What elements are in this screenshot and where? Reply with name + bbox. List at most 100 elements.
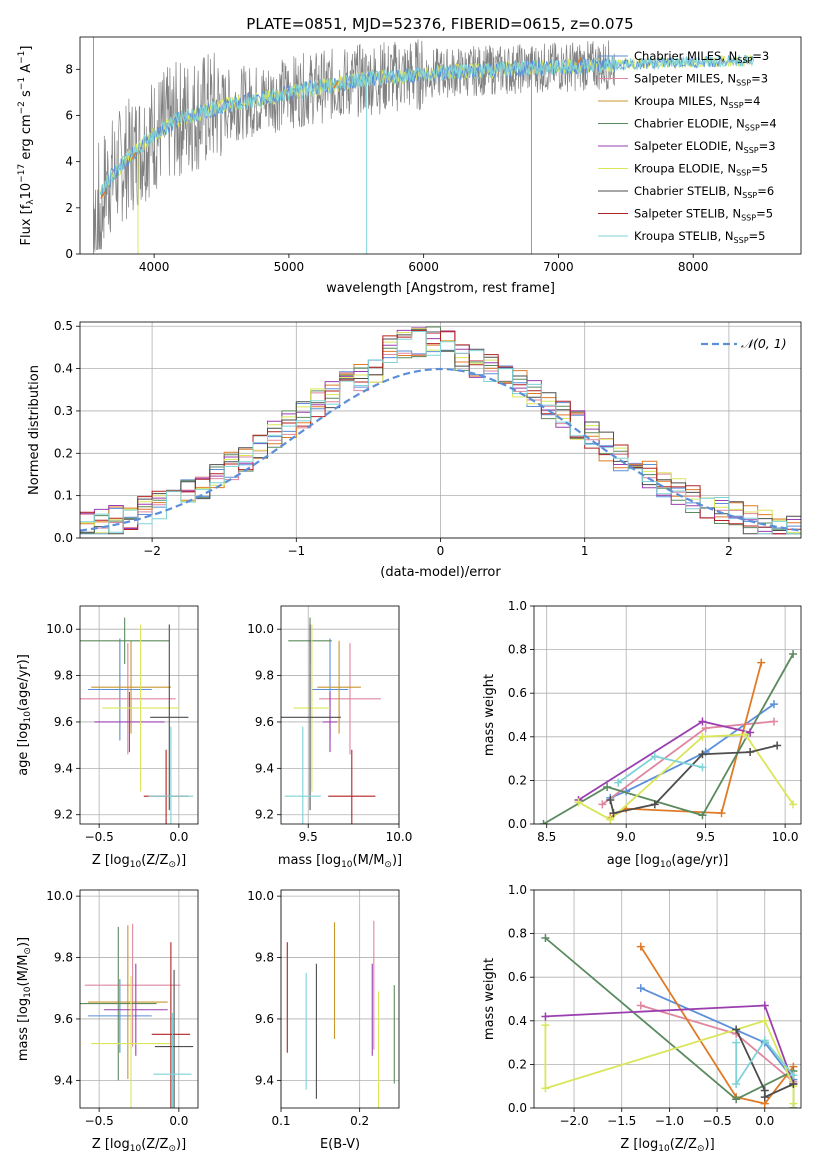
subscript: ⊙ [168,1144,176,1154]
legend-entry: Salpeter ELODIE, NSSP=3 [634,139,776,155]
weight-marker [636,1001,645,1010]
subscript: ⊙ [697,1144,705,1154]
tick-label-x: −2.0 [559,1114,588,1128]
y-axis-label: mass weight [482,674,497,756]
tick-label-y: 0.6 [508,686,527,700]
tick-label-y: 0.0 [508,1101,527,1115]
tick-label-y: 9.2 [255,808,274,822]
model-spectrum-line [99,54,755,196]
subscript: SSP [745,124,760,133]
legend-entry: Kroupa STELIB, NSSP=5 [634,229,765,245]
label-rest: )] [705,1137,715,1152]
tick-label-y: 0.5 [54,319,73,333]
tick-label-y: 9.2 [54,808,73,822]
tick-label-x: 2 [725,544,733,558]
legend-count: =5 [751,162,768,176]
legend-entry: Chabrier MILES, NSSP=3 [634,49,769,65]
spectrum-panel: 4000 5000 6000 7000 8000 0 2 4 6 8 wavelength [Ang… [17,36,802,296]
tick-label-y: 8 [65,62,73,76]
tick-label-y: 0.8 [508,643,527,657]
tick-label-x: −1 [287,544,305,558]
weight-marker [757,658,766,667]
axes-frame [280,605,400,825]
axes-frame [79,321,802,539]
weight-marker [773,741,782,750]
tick-label-y: 1.0 [508,599,527,613]
y-axis-label: Normed distribution [27,365,42,495]
tick-label-x: 0.2 [350,1114,369,1128]
weight-marker [717,809,726,818]
model-segment [333,80,339,89]
tick-label-y: 0.6 [508,970,527,984]
plot-area [286,920,395,1108]
tick-label-y: 0.2 [508,773,527,787]
tick-label-y: 0 [65,247,73,261]
superscript: −1 [17,77,27,90]
weight-marker [732,1025,741,1034]
weight-marker [614,778,623,787]
tick-label-y: 10.0 [46,622,73,636]
tick-label-y: 10.0 [247,889,274,903]
tick-label-x: 0 [437,544,445,558]
weight-marker [760,1016,769,1025]
tick-label-y: 6 [65,108,73,122]
tick-label-x: −1.5 [607,1114,636,1128]
weight-marker [789,649,798,658]
y-axis-label: mass [log10(M/M⊙)] [16,937,33,1061]
tick-label-y: 9.4 [54,761,73,775]
tick-label-y: 2 [65,201,73,215]
tick-label-y: 9.8 [54,951,73,965]
weight-marker [769,700,778,709]
label-rest: )] [16,937,31,947]
legend-count: =6 [757,184,774,198]
tick-label-y: 9.6 [255,1012,274,1026]
legend-entry: 𝒩(0, 1) [741,336,787,351]
age-vs-metallicity-panel: −0.5 0.0 9.2 9.4 9.6 9.8 10.0 Z [log10(Z/Z⊙)] ag… [16,605,199,870]
axes-frame [79,605,199,825]
residual-histogram-panel: −2 −1 0 1 2 0.0 0.1 0.2 0.3 0.4 0.5 (data-model)/er… [27,319,802,580]
x-axis-label: (data-model)/error [380,565,501,580]
tick-label-y: 9.8 [54,669,73,683]
legend-count: =5 [749,229,766,243]
weight-marker [732,1080,741,1089]
weight-marker [741,730,750,739]
tick-label-y: 9.4 [54,1073,73,1087]
label-rest: (Z/Z [141,1137,168,1152]
tick-label-x: 0.0 [169,1114,188,1128]
model-segment [100,191,106,199]
model-segment [131,152,137,160]
label-rest: 10 [19,183,34,200]
tick-label-y: 0.3 [54,404,73,418]
weight-marker [650,752,659,761]
legend-count: =3 [752,49,769,63]
legend-count: =5 [756,207,773,221]
label-rest: (Z/Z [141,853,168,868]
x-axis-label: Z [log10(Z/Z⊙)] [92,1137,186,1154]
subscript: SSP [736,79,751,88]
weight-vs-metallicity-panel: −2.0 −1.5 −1.0 −0.5 0.0 0.0 0.2 0.4 0.6 0.8 1.0 mas… [482,883,802,1154]
plot-area [80,617,194,824]
x-axis-label: age [log10(age/yr)] [607,853,729,870]
tick-label-x: 8.5 [537,830,556,844]
weight-marker [606,796,615,805]
mass-vs-extinction-panel: 0.1 0.2 9.4 9.6 9.8 10.0 E(B-V) [247,889,400,1152]
subscript: 10 [130,860,142,870]
subscript: SSP [734,236,749,245]
legend-count: =4 [760,117,777,131]
observed-spectrum-line [93,39,616,252]
label-rest: ] [19,46,34,51]
plot-area [541,933,798,1108]
weight-marker [541,933,550,942]
subscript: SSP [744,146,759,155]
weight-marker [789,1099,798,1108]
plot-area [80,923,194,1108]
tick-label-x: 0.0 [169,830,188,844]
weight-vs-age-panel: 8.5 9.0 9.5 10.0 0.0 0.2 0.4 0.6 0.8 1.0 mass weig… [482,599,802,870]
weight-marker [789,1071,798,1080]
weight-marker [598,800,607,809]
legend-entry: Chabrier ELODIE, NSSP=4 [634,117,777,133]
tick-label-y: 0.0 [54,531,73,545]
legend-entry: Chabrier STELIB, NSSP=6 [634,184,774,200]
weight-marker [609,809,618,818]
